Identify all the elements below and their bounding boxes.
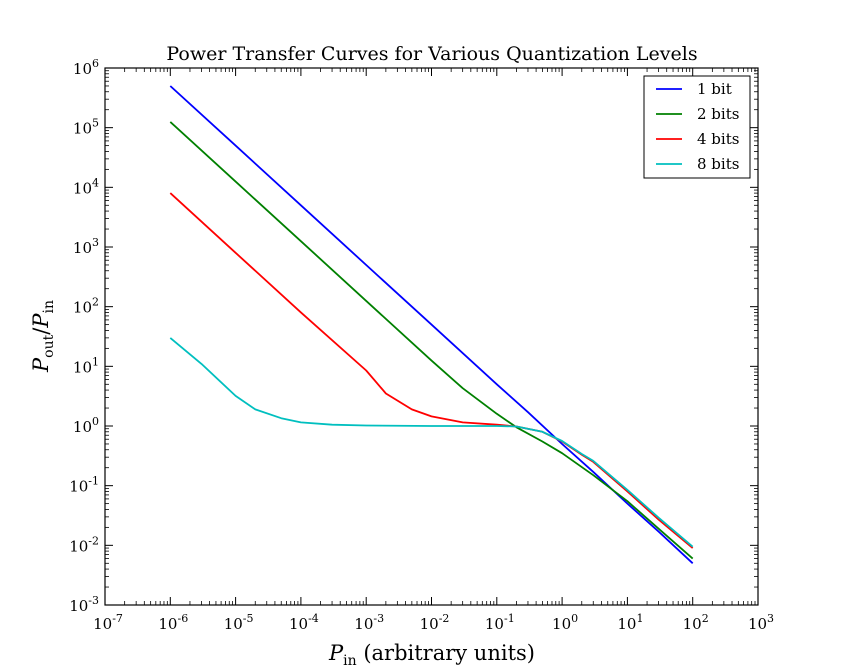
legend-label: 8 bits [697, 155, 739, 173]
y-tick-label: 104 [73, 176, 99, 197]
x-tick-label: 10-1 [485, 612, 515, 633]
x-tick-label: 10-4 [289, 612, 319, 633]
legend-label: 1 bit [697, 80, 732, 98]
y-tick-label: 106 [73, 57, 99, 78]
chart-title: Power Transfer Curves for Various Quanti… [166, 43, 697, 65]
y-tick-label: 10-2 [69, 534, 99, 555]
series-line-4-bits [169, 192, 694, 549]
legend: 1 bit 2 bits 4 bits 8 bits [643, 75, 751, 179]
y-tick-label: 10-3 [69, 594, 99, 615]
y-tick-label: 100 [73, 415, 99, 436]
plot-frame [104, 67, 759, 606]
y-tick-label: 10-1 [69, 475, 99, 496]
series-line-8-bits [169, 337, 694, 548]
x-tick-label: 103 [748, 612, 774, 633]
x-tick-label: 10-5 [224, 612, 254, 633]
y-axis-label: Pout/Pin [29, 300, 57, 373]
ticks-layer: 10-7 10-6 10-5 10-4 10-3 10-2 10-1 100 101 102 103… [69, 57, 774, 633]
series-line-1-bit [169, 85, 694, 564]
x-tick-label: 10-7 [93, 612, 123, 633]
x-tick-label: 101 [617, 612, 643, 633]
y-tick-label: 101 [73, 355, 99, 376]
legend-box [643, 75, 751, 179]
y-tick-label: 105 [73, 117, 99, 138]
y-tick-label: 103 [73, 236, 99, 257]
plot-lines [169, 85, 694, 564]
x-tick-label: 10-2 [420, 612, 450, 633]
x-tick-label: 102 [683, 612, 709, 633]
legend-label: 2 bits [697, 105, 739, 123]
x-axis-label: Pin (arbitrary units) [328, 641, 535, 669]
legend-label: 4 bits [697, 130, 739, 148]
y-tick-label: 102 [73, 296, 99, 317]
x-tick-label: 10-3 [354, 612, 384, 633]
x-tick-label: 10-6 [158, 612, 188, 633]
x-tick-label: 100 [552, 612, 578, 633]
series-line-2-bits [169, 121, 694, 560]
